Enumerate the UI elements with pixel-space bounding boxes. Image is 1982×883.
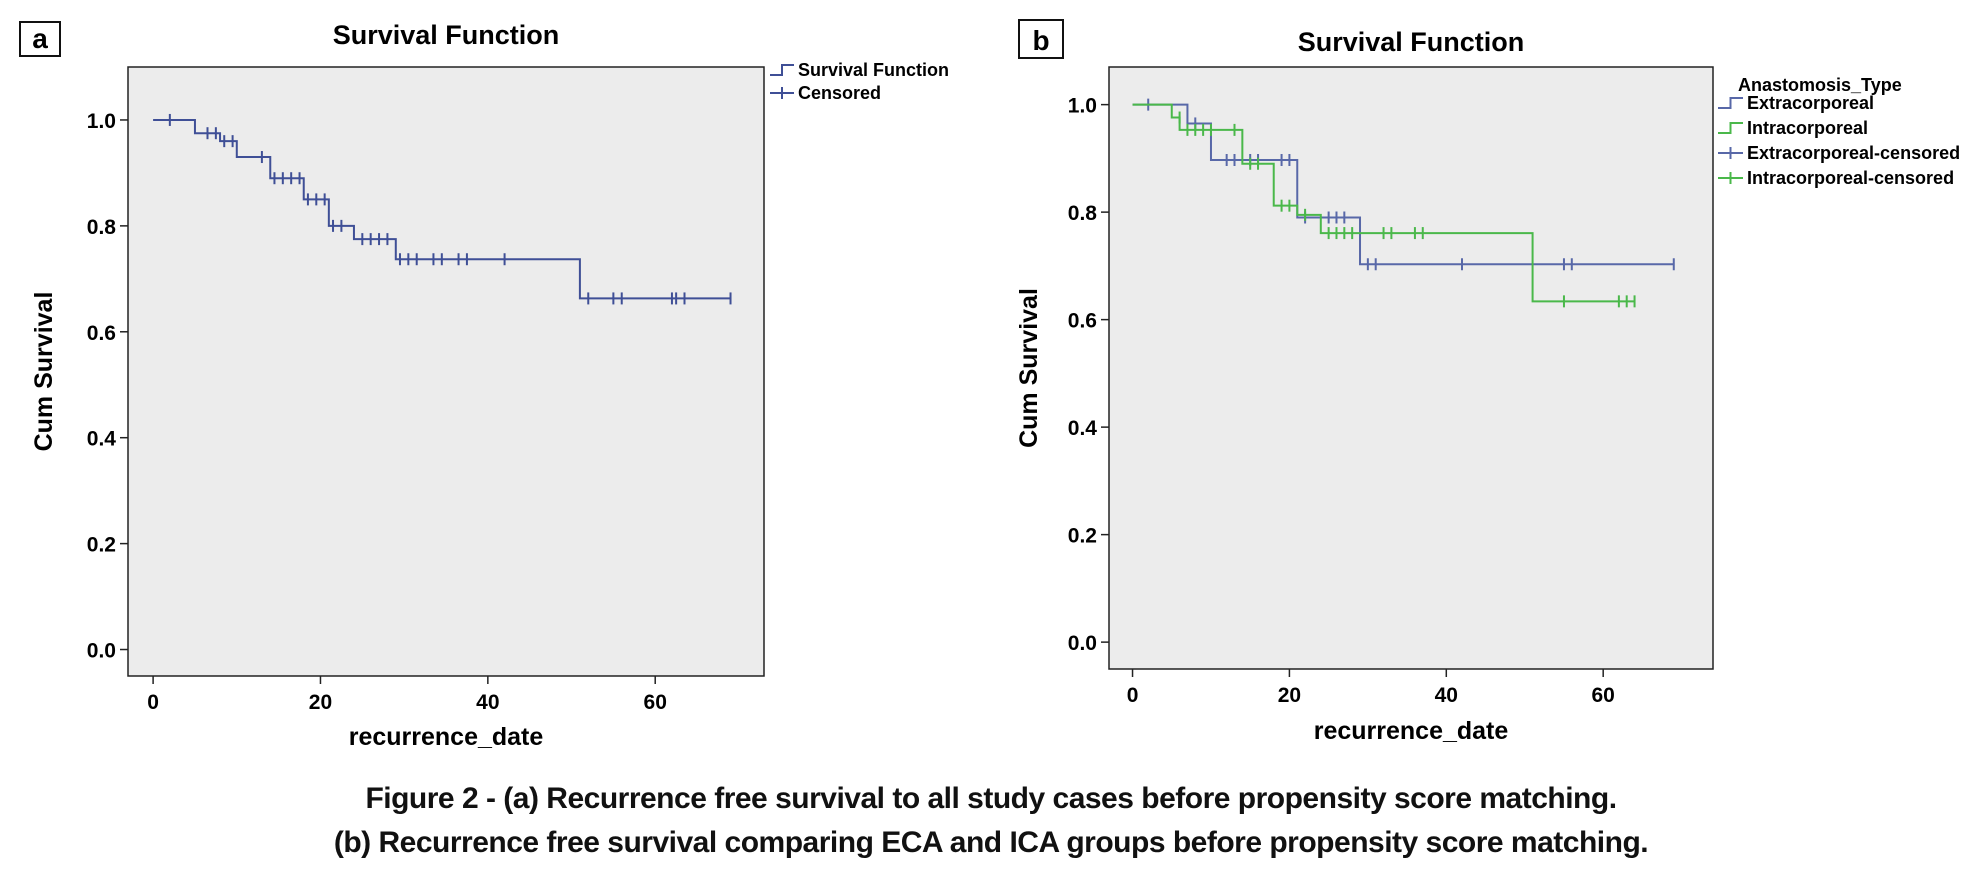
- legend-swatch-step: [770, 64, 794, 76]
- y-tick-label: 1.0: [87, 110, 116, 133]
- y-tick-label: 0.6: [87, 322, 116, 345]
- x-tick-label: 20: [309, 691, 332, 714]
- x-tick-label: 40: [476, 691, 499, 714]
- x-tick-label: 40: [1435, 684, 1458, 707]
- y-tick-label: 0.2: [87, 534, 116, 557]
- plot-area: [127, 66, 765, 677]
- legend-swatch-step: [1718, 122, 1743, 134]
- y-axis-label: Cum Survival: [1015, 288, 1043, 448]
- chart-title: Survival Function: [333, 20, 560, 50]
- chart-panel-a: a Survival Function 0.0 0.2 0.4 0.6 0.8 1.0 0 20 4…: [19, 20, 949, 751]
- y-tick-label: 0.0: [87, 640, 116, 663]
- x-tick-label: 0: [1127, 684, 1139, 707]
- x-axis-label: recurrence_date: [349, 723, 544, 751]
- legend-swatch-step: [1718, 97, 1743, 109]
- series-line-extracorporeal: [1132, 103, 1674, 266]
- plot-area: [1108, 66, 1714, 670]
- y-tick-label: 0.0: [1068, 632, 1097, 655]
- x-tick-label: 60: [1592, 684, 1615, 707]
- chart-title: Survival Function: [1298, 27, 1525, 57]
- x-tick-label: 60: [644, 691, 667, 714]
- y-tick-label: 1.0: [1068, 95, 1097, 118]
- x-tick-label: 20: [1278, 684, 1301, 707]
- x-axis-label: recurrence_date: [1314, 717, 1509, 745]
- chart-panel-b: b Survival Function 0.0 0.2 0.4 0.6 0.8 1.0 0 20 4…: [1015, 19, 1960, 745]
- series-line-intracorporeal: [1132, 103, 1635, 303]
- y-axis-label: Cum Survival: [30, 292, 58, 452]
- panel-label-box: [1018, 19, 1064, 59]
- y-tick-label: 0.8: [87, 216, 117, 239]
- figure-caption-line-1: Figure 2 - (a) Recurrence free survival …: [365, 782, 1617, 815]
- panel-label-box: [19, 21, 61, 57]
- legend-entry: Extracorporeal: [1747, 93, 1874, 113]
- y-tick-label: 0.6: [1068, 310, 1097, 333]
- y-tick-label: 0.8: [1068, 202, 1098, 225]
- legend-entry: Extracorporeal-censored: [1747, 143, 1960, 163]
- legend-entry: Survival Function: [798, 60, 949, 80]
- panel-label: a: [32, 23, 48, 54]
- legend-entry: Intracorporeal-censored: [1747, 168, 1954, 188]
- series-line-survival-function: [153, 118, 731, 300]
- legend-entry: Censored: [798, 83, 881, 103]
- y-tick-label: 0.4: [1068, 417, 1098, 440]
- figure-caption-line-2: (b) Recurrence free survival comparing E…: [333, 826, 1649, 859]
- x-tick-label: 0: [147, 691, 159, 714]
- legend-entry: Intracorporeal: [1747, 118, 1868, 138]
- legend: Survival Function Censored: [770, 60, 949, 103]
- panel-label: b: [1032, 25, 1049, 56]
- y-tick-label: 0.2: [1068, 525, 1097, 548]
- legend-title: Anastomosis_Type: [1738, 75, 1902, 95]
- y-tick-label: 0.4: [87, 428, 117, 451]
